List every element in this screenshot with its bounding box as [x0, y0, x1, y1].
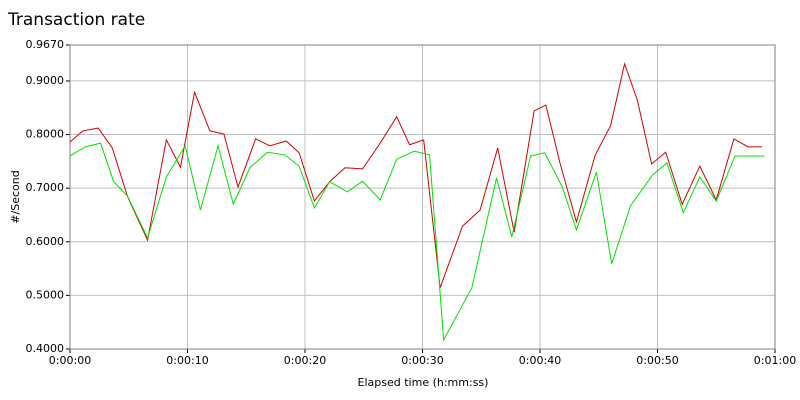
plot-frame	[69, 44, 776, 350]
y-tick-label: 0.5000	[26, 288, 65, 301]
series-line	[69, 61, 763, 289]
series-line	[69, 142, 765, 342]
y-tick-label: 0.4000	[26, 342, 65, 355]
y-tick-label: 0.9000	[26, 74, 65, 87]
x-tick-label: 0:00:20	[284, 354, 326, 367]
x-tick-label: 0:00:50	[636, 354, 678, 367]
y-axis-label: #/Second	[9, 170, 22, 223]
y-tick-label: 0.9670	[26, 38, 65, 51]
x-tick-label: 0:01:00	[754, 354, 796, 367]
y-tick-label: 0.6000	[26, 235, 65, 248]
x-tick-label: 0:00:00	[49, 354, 91, 367]
chart-title: Transaction rate	[7, 10, 145, 30]
y-tick-label: 0.7000	[26, 181, 65, 194]
x-axis-label: Elapsed time (h:mm:ss)	[358, 376, 489, 389]
x-tick-label: 0:00:30	[401, 354, 443, 367]
x-tick-label: 0:00:10	[166, 354, 208, 367]
x-tick-label: 0:00:40	[519, 354, 561, 367]
y-tick-label: 0.8000	[26, 128, 65, 141]
